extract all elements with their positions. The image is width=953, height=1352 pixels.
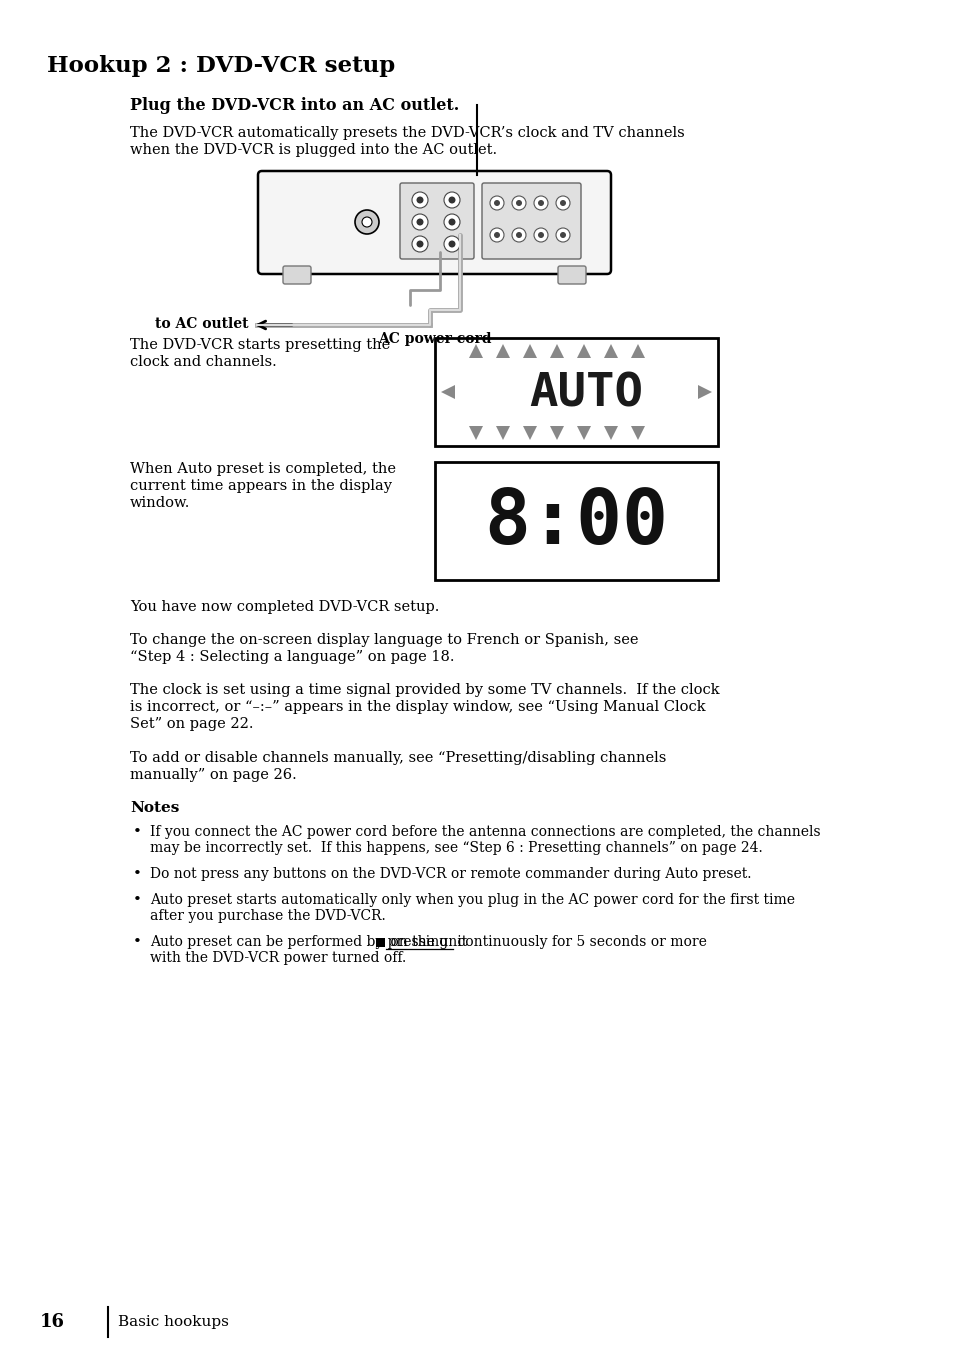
- Text: •: •: [132, 936, 142, 949]
- Circle shape: [490, 228, 503, 242]
- Circle shape: [355, 210, 378, 234]
- Circle shape: [412, 237, 428, 251]
- Circle shape: [361, 218, 372, 227]
- Circle shape: [443, 214, 459, 230]
- Polygon shape: [603, 426, 618, 439]
- Text: 8:00: 8:00: [483, 485, 667, 560]
- Text: 16: 16: [39, 1313, 65, 1330]
- Text: The DVD-VCR automatically presets the DVD-VCR’s clock and TV channels: The DVD-VCR automatically presets the DV…: [130, 126, 684, 141]
- Text: Auto preset starts automatically only when you plug in the AC power cord for the: Auto preset starts automatically only wh…: [150, 894, 794, 907]
- Circle shape: [412, 214, 428, 230]
- Text: manually” on page 26.: manually” on page 26.: [130, 768, 296, 781]
- Polygon shape: [496, 343, 510, 358]
- Circle shape: [512, 228, 525, 242]
- Circle shape: [559, 200, 565, 206]
- Polygon shape: [522, 426, 537, 439]
- Circle shape: [556, 196, 569, 210]
- Text: clock and channels.: clock and channels.: [130, 356, 276, 369]
- FancyBboxPatch shape: [257, 170, 610, 274]
- Text: If you connect the AC power cord before the antenna connections are completed, t: If you connect the AC power cord before …: [150, 825, 820, 840]
- Circle shape: [448, 241, 455, 247]
- Polygon shape: [630, 343, 644, 358]
- Circle shape: [443, 237, 459, 251]
- Circle shape: [412, 192, 428, 208]
- FancyBboxPatch shape: [283, 266, 311, 284]
- Circle shape: [516, 200, 521, 206]
- FancyBboxPatch shape: [558, 266, 585, 284]
- Circle shape: [559, 233, 565, 238]
- FancyBboxPatch shape: [481, 183, 580, 260]
- Circle shape: [443, 192, 459, 208]
- Text: Do not press any buttons on the DVD-VCR or remote commander during Auto preset.: Do not press any buttons on the DVD-VCR …: [150, 867, 751, 882]
- Circle shape: [494, 200, 499, 206]
- Text: •: •: [132, 894, 142, 907]
- Text: may be incorrectly set.  If this happens, see “Step 6 : Presetting channels” on : may be incorrectly set. If this happens,…: [150, 841, 762, 854]
- Polygon shape: [603, 343, 618, 358]
- Text: Hookup 2 : DVD-VCR setup: Hookup 2 : DVD-VCR setup: [47, 55, 395, 77]
- Circle shape: [494, 233, 499, 238]
- Circle shape: [534, 196, 547, 210]
- Polygon shape: [496, 426, 510, 439]
- Text: To add or disable channels manually, see “Presetting/disabling channels: To add or disable channels manually, see…: [130, 750, 666, 765]
- Polygon shape: [440, 385, 455, 399]
- Circle shape: [448, 196, 455, 204]
- Circle shape: [537, 200, 543, 206]
- Polygon shape: [522, 343, 537, 358]
- Polygon shape: [577, 343, 590, 358]
- Circle shape: [537, 233, 543, 238]
- Text: after you purchase the DVD-VCR.: after you purchase the DVD-VCR.: [150, 909, 385, 923]
- Circle shape: [416, 219, 423, 226]
- Circle shape: [512, 196, 525, 210]
- Circle shape: [534, 228, 547, 242]
- Text: Plug the DVD-VCR into an AC outlet.: Plug the DVD-VCR into an AC outlet.: [130, 97, 458, 114]
- Text: Basic hookups: Basic hookups: [118, 1315, 229, 1329]
- Text: Set” on page 22.: Set” on page 22.: [130, 717, 253, 731]
- Circle shape: [416, 241, 423, 247]
- Polygon shape: [698, 385, 711, 399]
- Text: window.: window.: [130, 496, 191, 510]
- Text: Auto preset can be performed by pressing: Auto preset can be performed by pressing: [150, 936, 452, 949]
- Polygon shape: [550, 426, 563, 439]
- Text: to AC outlet: to AC outlet: [155, 316, 249, 331]
- Text: •: •: [132, 825, 142, 840]
- Text: on the unit: on the unit: [386, 936, 467, 949]
- Text: AUTO: AUTO: [529, 372, 642, 416]
- Bar: [435, 462, 718, 580]
- Text: “Step 4 : Selecting a language” on page 18.: “Step 4 : Selecting a language” on page …: [130, 650, 454, 664]
- Text: continuously for 5 seconds or more: continuously for 5 seconds or more: [452, 936, 705, 949]
- Text: current time appears in the display: current time appears in the display: [130, 479, 392, 493]
- Circle shape: [516, 233, 521, 238]
- Text: is incorrect, or “–:–” appears in the display window, see “Using Manual Clock: is incorrect, or “–:–” appears in the di…: [130, 700, 705, 714]
- Polygon shape: [577, 426, 590, 439]
- Bar: [375, 938, 385, 946]
- Text: AC power cord: AC power cord: [377, 333, 491, 346]
- Text: You have now completed DVD-VCR setup.: You have now completed DVD-VCR setup.: [130, 600, 439, 614]
- Polygon shape: [469, 343, 482, 358]
- Text: •: •: [132, 867, 142, 882]
- Circle shape: [556, 228, 569, 242]
- Text: with the DVD-VCR power turned off.: with the DVD-VCR power turned off.: [150, 950, 406, 965]
- Text: Notes: Notes: [130, 800, 179, 815]
- Text: when the DVD-VCR is plugged into the AC outlet.: when the DVD-VCR is plugged into the AC …: [130, 143, 497, 157]
- Circle shape: [416, 196, 423, 204]
- Text: The DVD-VCR starts presetting the: The DVD-VCR starts presetting the: [130, 338, 390, 352]
- Circle shape: [490, 196, 503, 210]
- Circle shape: [448, 219, 455, 226]
- Bar: [435, 338, 718, 446]
- Text: The clock is set using a time signal provided by some TV channels.  If the clock: The clock is set using a time signal pro…: [130, 683, 719, 698]
- Polygon shape: [550, 343, 563, 358]
- Text: To change the on-screen display language to French or Spanish, see: To change the on-screen display language…: [130, 633, 638, 648]
- Polygon shape: [469, 426, 482, 439]
- FancyBboxPatch shape: [399, 183, 474, 260]
- Polygon shape: [630, 426, 644, 439]
- Text: When Auto preset is completed, the: When Auto preset is completed, the: [130, 462, 395, 476]
